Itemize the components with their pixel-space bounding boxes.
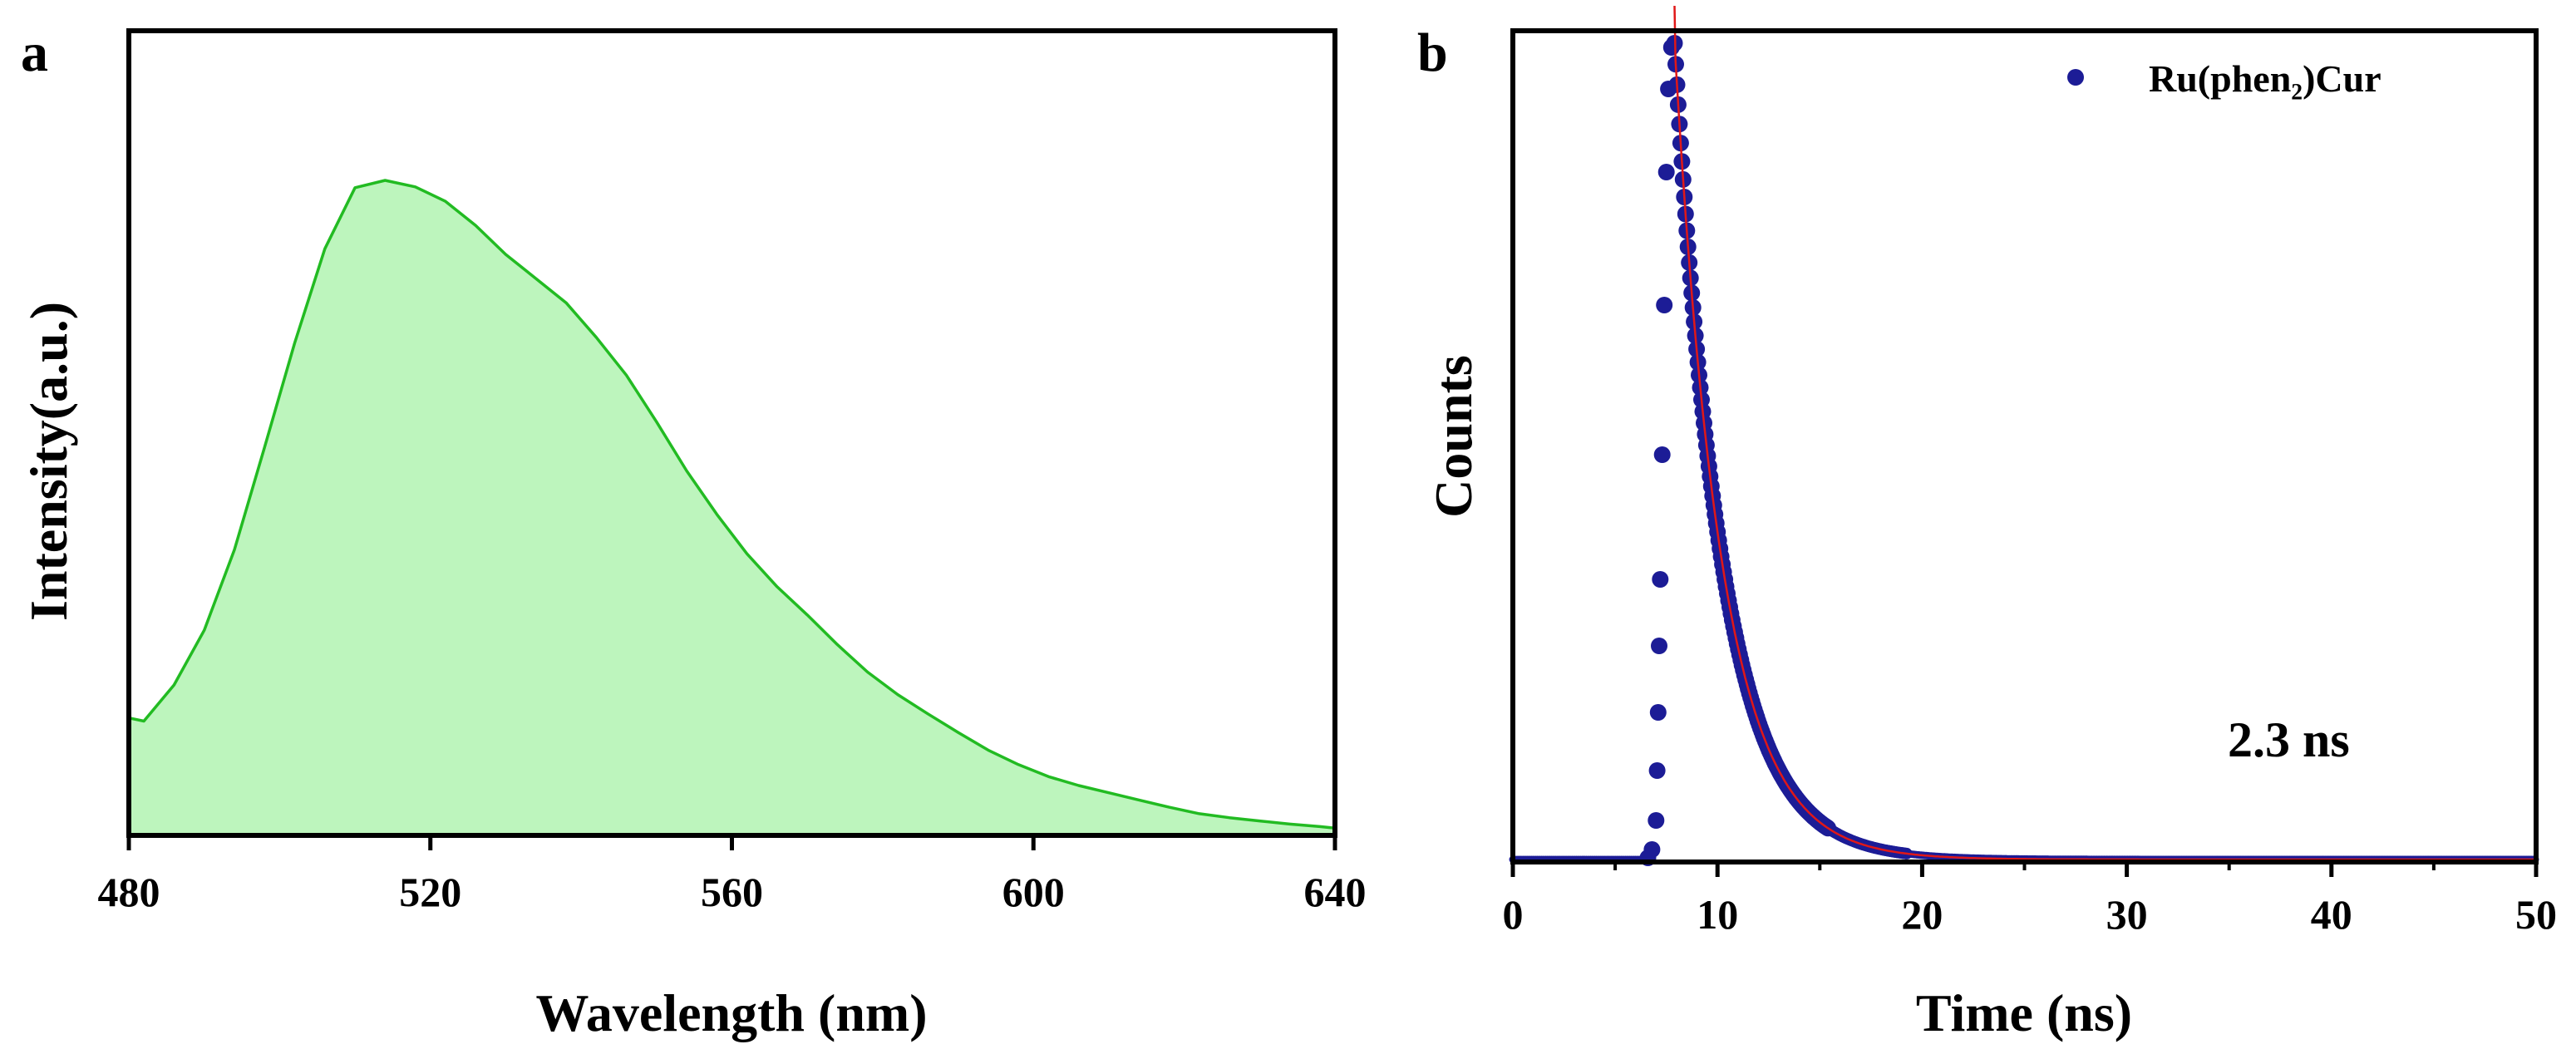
decay-data-point — [1643, 841, 1661, 858]
panel-a-x-tick-label: 600 — [1002, 869, 1065, 915]
panel-a-x-tick-label: 520 — [399, 869, 461, 915]
panel-a-x-axis-label: Wavelength (nm) — [535, 983, 927, 1042]
panel-b-letter: b — [1417, 22, 1448, 83]
decay-data-point — [1648, 762, 1666, 779]
decay-data-point — [1651, 638, 1667, 654]
panel-b-x-ticks: 0 10 20 30 40 50 — [1503, 862, 2557, 938]
spectrum-area-fill — [129, 180, 1335, 835]
decay-data-point — [1653, 446, 1671, 463]
decay-data-point — [1649, 704, 1667, 721]
exponential-fit-line — [1673, 5, 2535, 861]
panel-a-y-axis-label: Intensity(a.u.) — [19, 302, 78, 621]
decay-data-point — [1652, 571, 1669, 588]
panel-b: b 0 10 20 30 40 50 Time (ns) Counts Ru(phen₂)… — [1417, 5, 2557, 1042]
legend-label: Ru(phen₂)Cur — [2149, 57, 2381, 100]
panel-b-plot-area — [1509, 5, 2539, 866]
panel-a-x-tick-label: 560 — [701, 869, 763, 915]
decay-data-point — [1657, 164, 1675, 180]
lifetime-annotation: 2.3 ns — [2228, 712, 2350, 767]
panel-a: a 480 520 560 600 640 Wavelength (nm) Intens… — [19, 22, 1367, 1042]
panel-b-x-tick-label: 50 — [2515, 891, 2557, 938]
spectrum-line — [128, 179, 1336, 830]
panel-b-legend: Ru(phen₂)Cur — [2067, 57, 2381, 100]
panel-b-frame — [1510, 28, 2539, 864]
panel-b-y-axis-label: Counts — [1424, 355, 1483, 518]
panel-a-plot-area — [128, 179, 1336, 835]
panel-b-x-tick-label: 10 — [1697, 891, 1738, 938]
panel-b-x-axis-label: Time (ns) — [1916, 983, 2132, 1042]
legend-marker — [2067, 69, 2084, 86]
panel-b-x-tick-label: 30 — [2106, 891, 2148, 938]
panel-a-x-ticks: 480 520 560 600 640 — [98, 835, 1367, 915]
panel-b-x-tick-label: 20 — [1901, 891, 1943, 938]
panel-a-x-tick-label: 480 — [98, 869, 160, 915]
panel-b-x-tick-label: 40 — [2311, 891, 2352, 938]
panel-a-x-tick-label: 640 — [1304, 869, 1367, 915]
decay-data-point — [1656, 297, 1673, 313]
panel-a-letter: a — [21, 22, 48, 83]
panel-b-x-tick-label: 0 — [1503, 891, 1524, 938]
decay-data-point — [1648, 812, 1665, 829]
